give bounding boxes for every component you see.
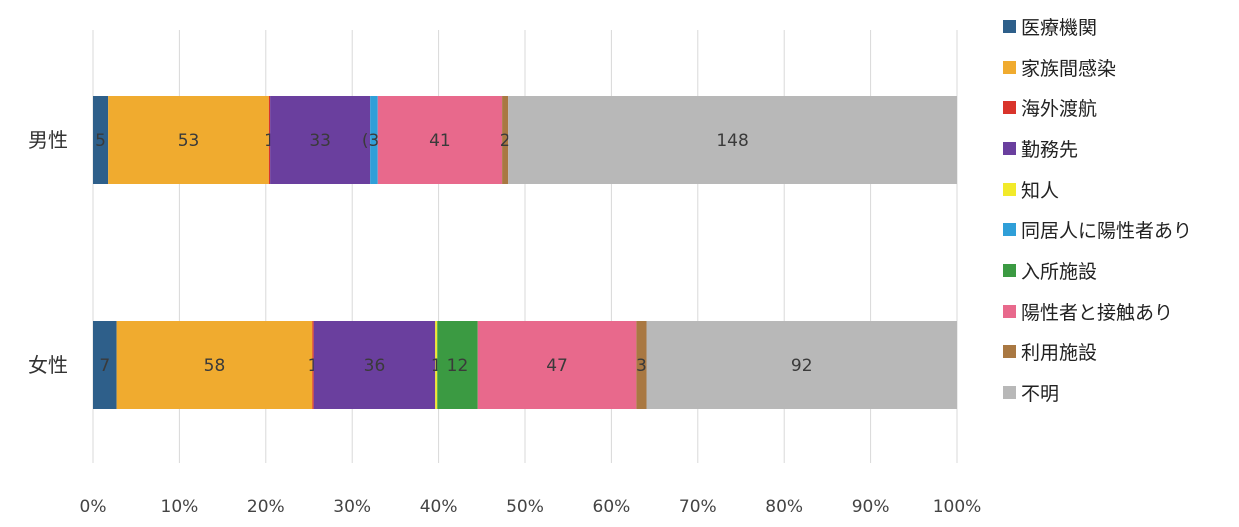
legend-swatch — [1003, 223, 1016, 237]
bar-segment — [116, 321, 313, 409]
legend-item: 知人 — [1003, 169, 1192, 210]
bar-segment — [377, 96, 503, 184]
x-tick-label: 70% — [679, 497, 717, 517]
x-tick-label: 0% — [80, 497, 107, 517]
legend-swatch — [1003, 182, 1016, 196]
legend-label: 海外渡航 — [1021, 98, 1098, 121]
legend-swatch — [1003, 386, 1016, 400]
legend-label: 同居人に陽性者あり — [1021, 220, 1193, 243]
x-tick-label: 100% — [933, 497, 982, 517]
legend-item: 海外渡航 — [1003, 87, 1192, 128]
legend-item: 同居人に陽性者あり — [1003, 209, 1192, 250]
legend-swatch — [1003, 19, 1016, 33]
legend-label: 家族間感染 — [1021, 57, 1117, 80]
x-tick-label: 30% — [333, 497, 371, 517]
legend-swatch — [1003, 263, 1016, 277]
data-label: 58 — [204, 356, 226, 376]
legend-swatch — [1003, 304, 1016, 318]
bar-segment — [646, 321, 957, 409]
legend-item: 利用施設 — [1003, 332, 1192, 373]
bar-segment — [108, 96, 269, 184]
data-label: 1 — [264, 131, 275, 151]
data-label: 1 — [308, 356, 319, 376]
x-tick-label: 50% — [506, 497, 544, 517]
bar-segment — [437, 321, 478, 409]
legend: 医療機関家族間感染海外渡航勤務先知人同居人に陽性者あり 入所施設陽性者と接触あり利… — [1003, 6, 1192, 413]
bar-segment — [93, 96, 109, 184]
category-label: 男性 — [28, 128, 68, 152]
legend-item: 入所施設 — [1003, 250, 1192, 291]
x-tick-label: 90% — [852, 497, 890, 517]
legend-item: 勤務先 — [1003, 128, 1192, 169]
x-tick-label: 40% — [420, 497, 458, 517]
x-tick-label: 80% — [765, 497, 803, 517]
bar-segment — [477, 321, 637, 409]
data-label: 92 — [791, 356, 813, 376]
bar-segment — [93, 321, 117, 409]
bar-segment — [508, 96, 957, 184]
data-label: 1 — [431, 356, 442, 376]
legend-label: 医療機関 — [1021, 16, 1098, 39]
data-label: 3 — [636, 356, 647, 376]
legend-label: 利用施設 — [1021, 342, 1098, 365]
data-label: 47 — [546, 356, 568, 376]
legend-swatch — [1003, 141, 1016, 155]
x-tick-labels: 0% 10% 20% 30% 40% 50% 60% 70% 80% 90% 100% — [80, 497, 982, 517]
legend-item: 陽性者と接触あり — [1003, 291, 1192, 332]
data-label: 2 — [500, 131, 511, 151]
data-label: 148 — [716, 131, 748, 151]
data-label: 5 — [95, 131, 106, 151]
bar-segment — [268, 96, 271, 184]
data-label: 41 — [429, 131, 451, 151]
bar-segment — [435, 321, 438, 409]
legend-label: 不明 — [1021, 383, 1060, 406]
bar-segment — [313, 321, 436, 409]
legend-item: 家族間感染 — [1003, 47, 1192, 88]
bar-segment — [270, 96, 371, 184]
legend-label: 勤務先 — [1021, 138, 1079, 161]
legend-swatch — [1003, 60, 1016, 74]
data-label: 33 — [309, 131, 331, 151]
bar-segment — [370, 96, 378, 184]
data-label: 12 — [447, 356, 469, 376]
bar-segment — [312, 321, 314, 409]
x-tick-label: 20% — [247, 497, 285, 517]
data-label: 36 — [364, 356, 386, 376]
data-label: 7 — [99, 356, 110, 376]
legend-swatch — [1003, 101, 1016, 115]
x-tick-label: 60% — [593, 497, 631, 517]
x-tick-label: 10% — [161, 497, 199, 517]
data-label: 53 — [178, 131, 200, 151]
bar-segment — [502, 96, 509, 184]
bar-segment — [636, 321, 647, 409]
legend-label: 入所施設 — [1021, 260, 1098, 283]
legend-label: 陽性者と接触あり — [1021, 301, 1174, 324]
legend-item: 医療機関 — [1003, 6, 1192, 47]
legend-label: 知人 — [1021, 179, 1060, 202]
category-label: 女性 — [28, 353, 68, 377]
legend-item: 不明 — [1003, 372, 1192, 413]
legend-swatch — [1003, 345, 1016, 359]
